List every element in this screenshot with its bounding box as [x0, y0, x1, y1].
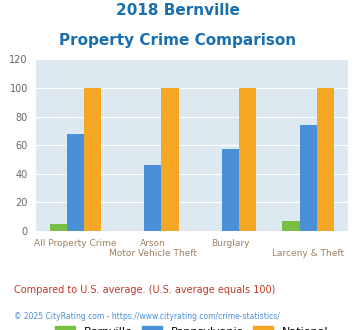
Text: Arson: Arson: [140, 239, 166, 248]
Legend: Bernville, Pennsylvania, National: Bernville, Pennsylvania, National: [55, 326, 328, 330]
Text: Motor Vehicle Theft: Motor Vehicle Theft: [109, 249, 197, 258]
Text: 2018 Bernville: 2018 Bernville: [116, 3, 239, 18]
Bar: [84, 88, 101, 231]
Bar: [222, 149, 239, 231]
Bar: [300, 125, 317, 231]
Bar: [67, 134, 84, 231]
Bar: [144, 165, 162, 231]
Text: Larceny & Theft: Larceny & Theft: [272, 249, 344, 258]
Text: All Property Crime: All Property Crime: [34, 239, 116, 248]
Text: Property Crime Comparison: Property Crime Comparison: [59, 33, 296, 48]
Bar: [50, 224, 67, 231]
Text: Compared to U.S. average. (U.S. average equals 100): Compared to U.S. average. (U.S. average …: [14, 285, 275, 295]
Bar: [239, 88, 256, 231]
Text: © 2025 CityRating.com - https://www.cityrating.com/crime-statistics/: © 2025 CityRating.com - https://www.city…: [14, 312, 280, 321]
Bar: [283, 221, 300, 231]
Text: Burglary: Burglary: [211, 239, 250, 248]
Bar: [162, 88, 179, 231]
Bar: [317, 88, 334, 231]
